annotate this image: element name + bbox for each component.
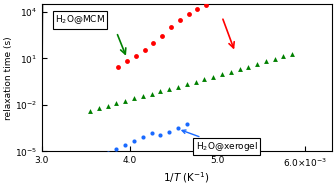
Text: H$_2$O@xerogel: H$_2$O@xerogel bbox=[182, 130, 258, 153]
X-axis label: 1/$\mathit{T}$ (K$^{-1}$): 1/$\mathit{T}$ (K$^{-1}$) bbox=[163, 170, 210, 185]
Text: H$_2$O@MCM: H$_2$O@MCM bbox=[55, 14, 105, 26]
Y-axis label: relaxation time (s): relaxation time (s) bbox=[4, 36, 13, 120]
